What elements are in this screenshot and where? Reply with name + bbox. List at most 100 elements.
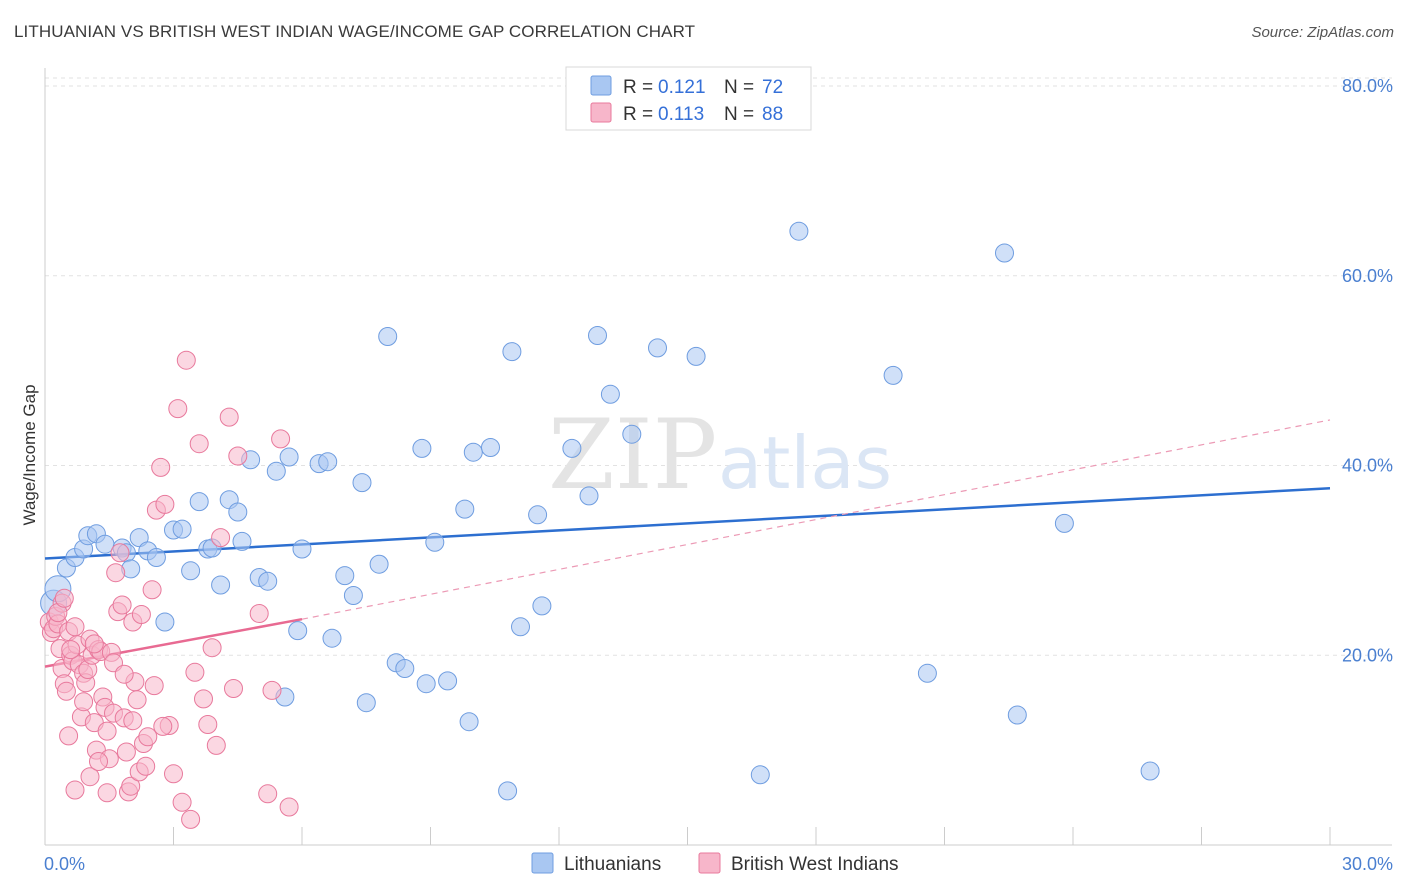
point-british-west-indians-46 bbox=[138, 727, 158, 747]
point-british-west-indians-27 bbox=[97, 721, 117, 741]
y-tick-label-60: 60.0% bbox=[1342, 266, 1393, 286]
point-lithuanians-49 bbox=[459, 712, 479, 732]
point-lithuanians-53 bbox=[502, 342, 522, 362]
chart-title: LITHUANIAN VS BRITISH WEST INDIAN WAGE/I… bbox=[14, 22, 696, 41]
legend-r-label-lithuanians: R = bbox=[623, 77, 653, 98]
point-lithuanians-34 bbox=[318, 452, 338, 472]
point-lithuanians-58 bbox=[579, 486, 599, 506]
point-lithuanians-69 bbox=[1007, 705, 1027, 725]
x-tick-label-max: 30.0% bbox=[1342, 854, 1393, 874]
bottom-legend-label-british-west-indians: British West Indians bbox=[731, 854, 899, 875]
trend-line-lithuanians bbox=[44, 487, 1331, 560]
legend-r-value-lithuanians: 0.121 bbox=[658, 77, 706, 98]
point-british-west-indians-65 bbox=[224, 679, 243, 698]
point-british-west-indians-87 bbox=[84, 634, 104, 654]
point-lithuanians-41 bbox=[378, 327, 398, 346]
point-lithuanians-64 bbox=[750, 765, 770, 785]
point-lithuanians-61 bbox=[622, 424, 642, 444]
point-lithuanians-60 bbox=[600, 384, 620, 404]
y-tick-label-40: 40.0% bbox=[1342, 456, 1393, 476]
point-lithuanians-35 bbox=[322, 628, 342, 648]
point-lithuanians-17 bbox=[181, 561, 201, 581]
x-tick-label-min: 0.0% bbox=[44, 854, 85, 874]
point-lithuanians-23 bbox=[228, 502, 248, 522]
bottom-legend-swatch-lithuanians bbox=[531, 852, 554, 874]
point-british-west-indians-77 bbox=[59, 726, 79, 746]
point-lithuanians-46 bbox=[425, 532, 445, 552]
point-british-west-indians-72 bbox=[80, 767, 100, 787]
legend-r-label-british-west-indians: R = bbox=[623, 104, 653, 125]
point-lithuanians-31 bbox=[288, 621, 308, 641]
point-british-west-indians-55 bbox=[176, 350, 196, 370]
point-british-west-indians-31 bbox=[106, 563, 126, 583]
point-lithuanians-70 bbox=[1054, 513, 1074, 533]
point-british-west-indians-45 bbox=[136, 756, 156, 776]
point-lithuanians-56 bbox=[532, 596, 552, 616]
data-points bbox=[39, 221, 1160, 829]
point-lithuanians-54 bbox=[511, 617, 530, 637]
point-lithuanians-50 bbox=[463, 442, 483, 462]
point-british-west-indians-70 bbox=[271, 429, 291, 449]
point-british-west-indians-84 bbox=[89, 752, 108, 771]
point-lithuanians-68 bbox=[995, 243, 1014, 263]
point-lithuanians-52 bbox=[498, 781, 518, 801]
point-lithuanians-51 bbox=[481, 438, 500, 457]
legend-n-label-british-west-indians: N = bbox=[724, 104, 754, 125]
point-british-west-indians-61 bbox=[202, 638, 222, 658]
point-lithuanians-36 bbox=[335, 566, 355, 586]
point-british-west-indians-43 bbox=[131, 605, 151, 624]
point-lithuanians-55 bbox=[528, 505, 548, 525]
point-british-west-indians-12 bbox=[65, 617, 85, 637]
legend: R = 0.121 N = 72 R = 0.113 N = 88 bbox=[565, 66, 812, 131]
legend-swatch-british-west-indians bbox=[590, 102, 612, 123]
point-british-west-indians-41 bbox=[127, 690, 147, 710]
y-tick-label-80: 80.0% bbox=[1342, 76, 1393, 96]
point-british-west-indians-73 bbox=[65, 780, 85, 800]
point-lithuanians-21 bbox=[211, 575, 231, 595]
legend-swatch-lithuanians bbox=[590, 75, 612, 96]
point-lithuanians-37 bbox=[343, 586, 363, 605]
point-lithuanians-27 bbox=[258, 571, 278, 591]
point-lithuanians-71 bbox=[1140, 761, 1160, 781]
point-lithuanians-59 bbox=[588, 326, 607, 345]
bottom-legend-swatch-british-west-indians bbox=[698, 852, 721, 874]
point-lithuanians-14 bbox=[155, 612, 175, 632]
point-british-west-indians-47 bbox=[142, 580, 162, 600]
axes bbox=[44, 68, 1392, 846]
point-lithuanians-24 bbox=[232, 531, 252, 551]
point-british-west-indians-53 bbox=[168, 399, 188, 419]
point-lithuanians-66 bbox=[883, 365, 903, 385]
point-british-west-indians-68 bbox=[258, 784, 278, 804]
series-lithuanians bbox=[40, 221, 1160, 801]
point-lithuanians-48 bbox=[455, 499, 475, 519]
point-british-west-indians-38 bbox=[121, 776, 141, 796]
legend-n-label-lithuanians: N = bbox=[724, 77, 754, 98]
point-lithuanians-47 bbox=[438, 671, 458, 691]
point-british-west-indians-54 bbox=[172, 792, 192, 812]
grid-lines bbox=[45, 77, 1392, 656]
point-lithuanians-32 bbox=[292, 539, 312, 559]
point-british-west-indians-57 bbox=[185, 662, 205, 682]
point-british-west-indians-86 bbox=[54, 588, 74, 608]
point-british-west-indians-58 bbox=[189, 434, 209, 454]
point-british-west-indians-71 bbox=[279, 797, 299, 817]
point-british-west-indians-8 bbox=[56, 681, 76, 701]
point-lithuanians-44 bbox=[412, 438, 432, 458]
bottom-legend: Lithuanians British West Indians bbox=[531, 852, 899, 875]
point-lithuanians-11 bbox=[129, 528, 149, 548]
point-british-west-indians-81 bbox=[153, 716, 173, 736]
point-british-west-indians-56 bbox=[181, 809, 201, 829]
point-lithuanians-63 bbox=[686, 346, 706, 366]
watermark: ZIP atlas bbox=[548, 399, 892, 511]
point-british-west-indians-83 bbox=[61, 640, 81, 660]
point-british-west-indians-34 bbox=[112, 595, 132, 615]
legend-n-value-british-west-indians: 88 bbox=[762, 104, 783, 125]
point-british-west-indians-63 bbox=[211, 528, 231, 548]
point-british-west-indians-62 bbox=[206, 735, 226, 755]
point-british-west-indians-36 bbox=[116, 742, 136, 762]
point-british-west-indians-60 bbox=[198, 715, 218, 734]
point-british-west-indians-49 bbox=[151, 457, 171, 477]
point-british-west-indians-50 bbox=[155, 494, 175, 514]
y-axis-label: Wage/Income Gap bbox=[20, 384, 39, 525]
